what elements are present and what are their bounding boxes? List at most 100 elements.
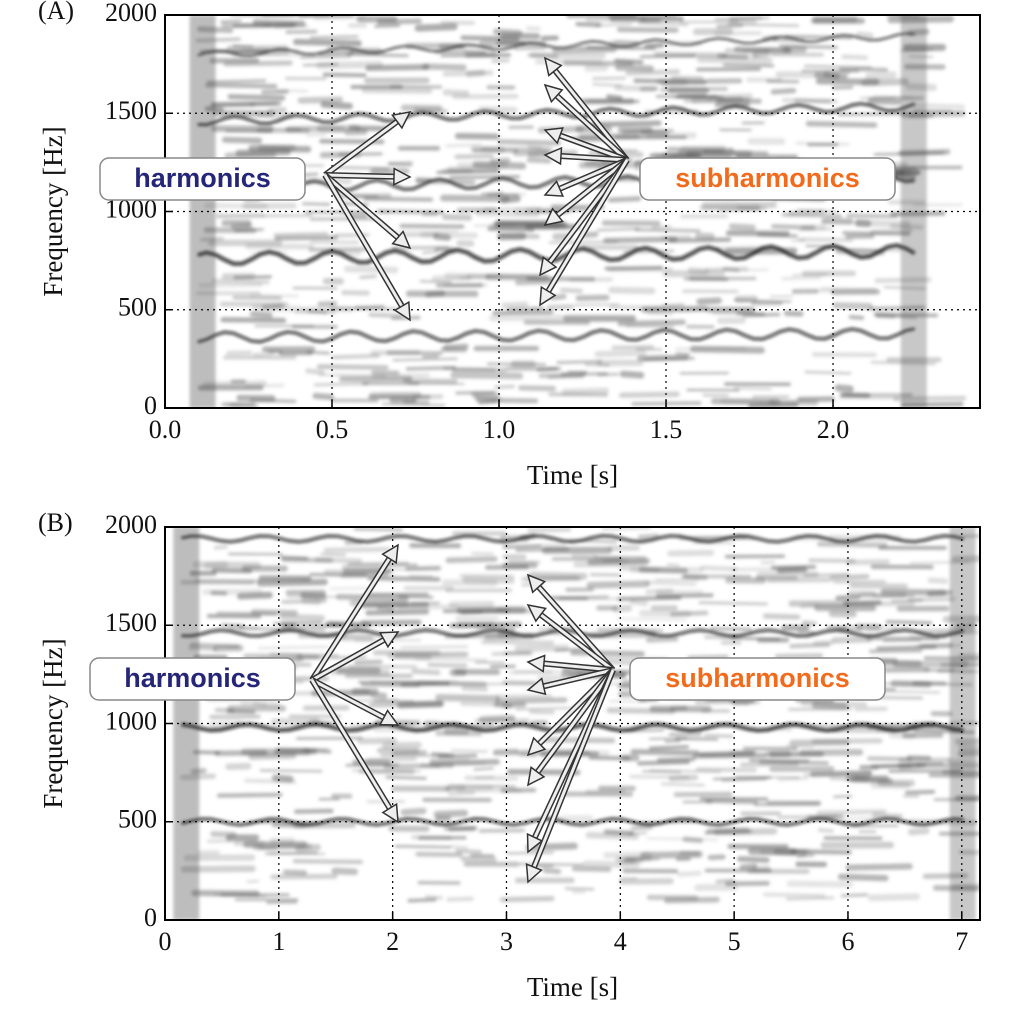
arrow-head: [526, 603, 547, 623]
spectral-streak: [411, 834, 453, 841]
spectral-streak: [470, 145, 505, 154]
spectral-streak: [414, 23, 458, 32]
spectral-streak: [542, 867, 562, 875]
spectral-streak: [596, 227, 640, 232]
spectral-streak: [797, 630, 816, 634]
spectral-streak: [329, 587, 374, 590]
spectral-streak: [438, 753, 478, 759]
spectral-streak: [254, 4, 323, 5]
spectral-streak: [497, 139, 562, 146]
spectral-streak: [681, 574, 708, 581]
spectral-streak: [834, 384, 854, 393]
spectral-streak: [616, 27, 679, 33]
spectral-streak: [770, 88, 797, 95]
spectral-streak: [433, 233, 451, 241]
spectral-streak: [518, 862, 584, 866]
spectral-streak: [823, 73, 848, 79]
spectral-streak: [441, 213, 473, 221]
spectral-streak: [850, 776, 893, 784]
spectral-streak: [367, 575, 441, 582]
spectral-streak: [637, 22, 689, 27]
spectral-streak: [657, 756, 696, 763]
spectral-streak: [473, 766, 494, 771]
spectral-streak: [525, 207, 587, 213]
spectral-streak: [776, 566, 808, 574]
spectral-streak: [293, 38, 362, 47]
arrow-shaft: [555, 94, 629, 162]
spectral-streak: [839, 248, 902, 252]
spectral-streak: [694, 232, 715, 240]
spectral-streak: [448, 826, 478, 832]
spectral-streak: [646, 837, 719, 841]
spectral-streak: [365, 63, 430, 72]
spectral-streak: [361, 87, 433, 94]
arrow-shaft: [324, 173, 399, 239]
spectral-streak: [405, 565, 441, 571]
spectral-streak: [514, 644, 570, 652]
spectral-streak: [845, 863, 913, 871]
spectral-streak: [521, 5, 553, 6]
spectral-streak: [774, 653, 824, 660]
spectral-streak: [895, 15, 912, 17]
spectral-streak: [556, 359, 603, 365]
spectral-streak: [258, 645, 329, 650]
spectral-streak: [295, 844, 321, 853]
spectral-streak: [313, 15, 366, 21]
spectral-streak: [360, 619, 422, 626]
spectral-streak: [383, 762, 455, 769]
spectral-streak: [607, 196, 642, 203]
annotation-box: [99, 157, 306, 201]
arrow-head: [543, 207, 564, 227]
spectral-streak: [871, 812, 903, 819]
spectral-streak: [455, 848, 483, 855]
spectral-streak: [649, 769, 722, 774]
spectral-streak: [781, 97, 839, 104]
arrow-head: [543, 127, 564, 145]
spectral-streak: [833, 794, 853, 799]
spectral-streak: [224, 151, 277, 160]
spectral-streak: [837, 112, 906, 117]
spectral-streak: [492, 310, 554, 316]
spectral-streak: [330, 668, 391, 676]
annotation-box: [629, 657, 886, 701]
spectral-streak: [808, 558, 856, 564]
spectral-streak: [576, 46, 636, 51]
spectral-streak: [497, 232, 540, 239]
spectral-streak: [614, 39, 640, 45]
y-tick-label: 2000: [105, 0, 157, 27]
spectral-streak: [846, 559, 890, 566]
spectral-streak: [645, 636, 679, 643]
spectral-streak: [376, 605, 395, 612]
spectral-streak: [445, 143, 482, 148]
harmonic-track: [197, 243, 916, 266]
spectral-streak: [400, 645, 469, 649]
spectral-streak: [575, 294, 610, 302]
spectral-streak: [819, 287, 877, 294]
arrow-head: [539, 285, 557, 307]
spectral-streak: [491, 58, 510, 63]
spectral-streak: [379, 9, 421, 10]
y-tick-label: 0: [144, 391, 157, 420]
arrow-head: [381, 802, 399, 824]
spectral-streak: [486, 191, 504, 197]
spectral-streak: [721, 777, 767, 782]
annotation-box: [639, 157, 896, 201]
spectral-streak: [564, 887, 595, 891]
spectral-streak: [366, 2, 415, 3]
arrow-shaft: [559, 134, 628, 162]
spectral-streak: [481, 639, 555, 646]
panel: 0 500 1000 1500 2000 0 1 2 3 4 5 6 7 (B) Time [s] Frequ…: [38, 508, 981, 1002]
spectral-streak: [536, 367, 562, 372]
x-tick-label: 1.5: [650, 415, 683, 444]
arrow-shaft: [543, 668, 614, 688]
x-tick-label: 7: [955, 927, 968, 956]
spectral-streak: [869, 648, 923, 654]
spectral-streak: [841, 54, 869, 61]
spectral-streak: [442, 89, 470, 97]
spectral-streak: [880, 588, 947, 596]
spectral-streak: [499, 195, 521, 204]
spectral-streak: [829, 573, 870, 581]
spectral-streak: [762, 613, 801, 620]
spectral-streak: [666, 563, 680, 567]
spectral-streak: [460, 855, 497, 863]
